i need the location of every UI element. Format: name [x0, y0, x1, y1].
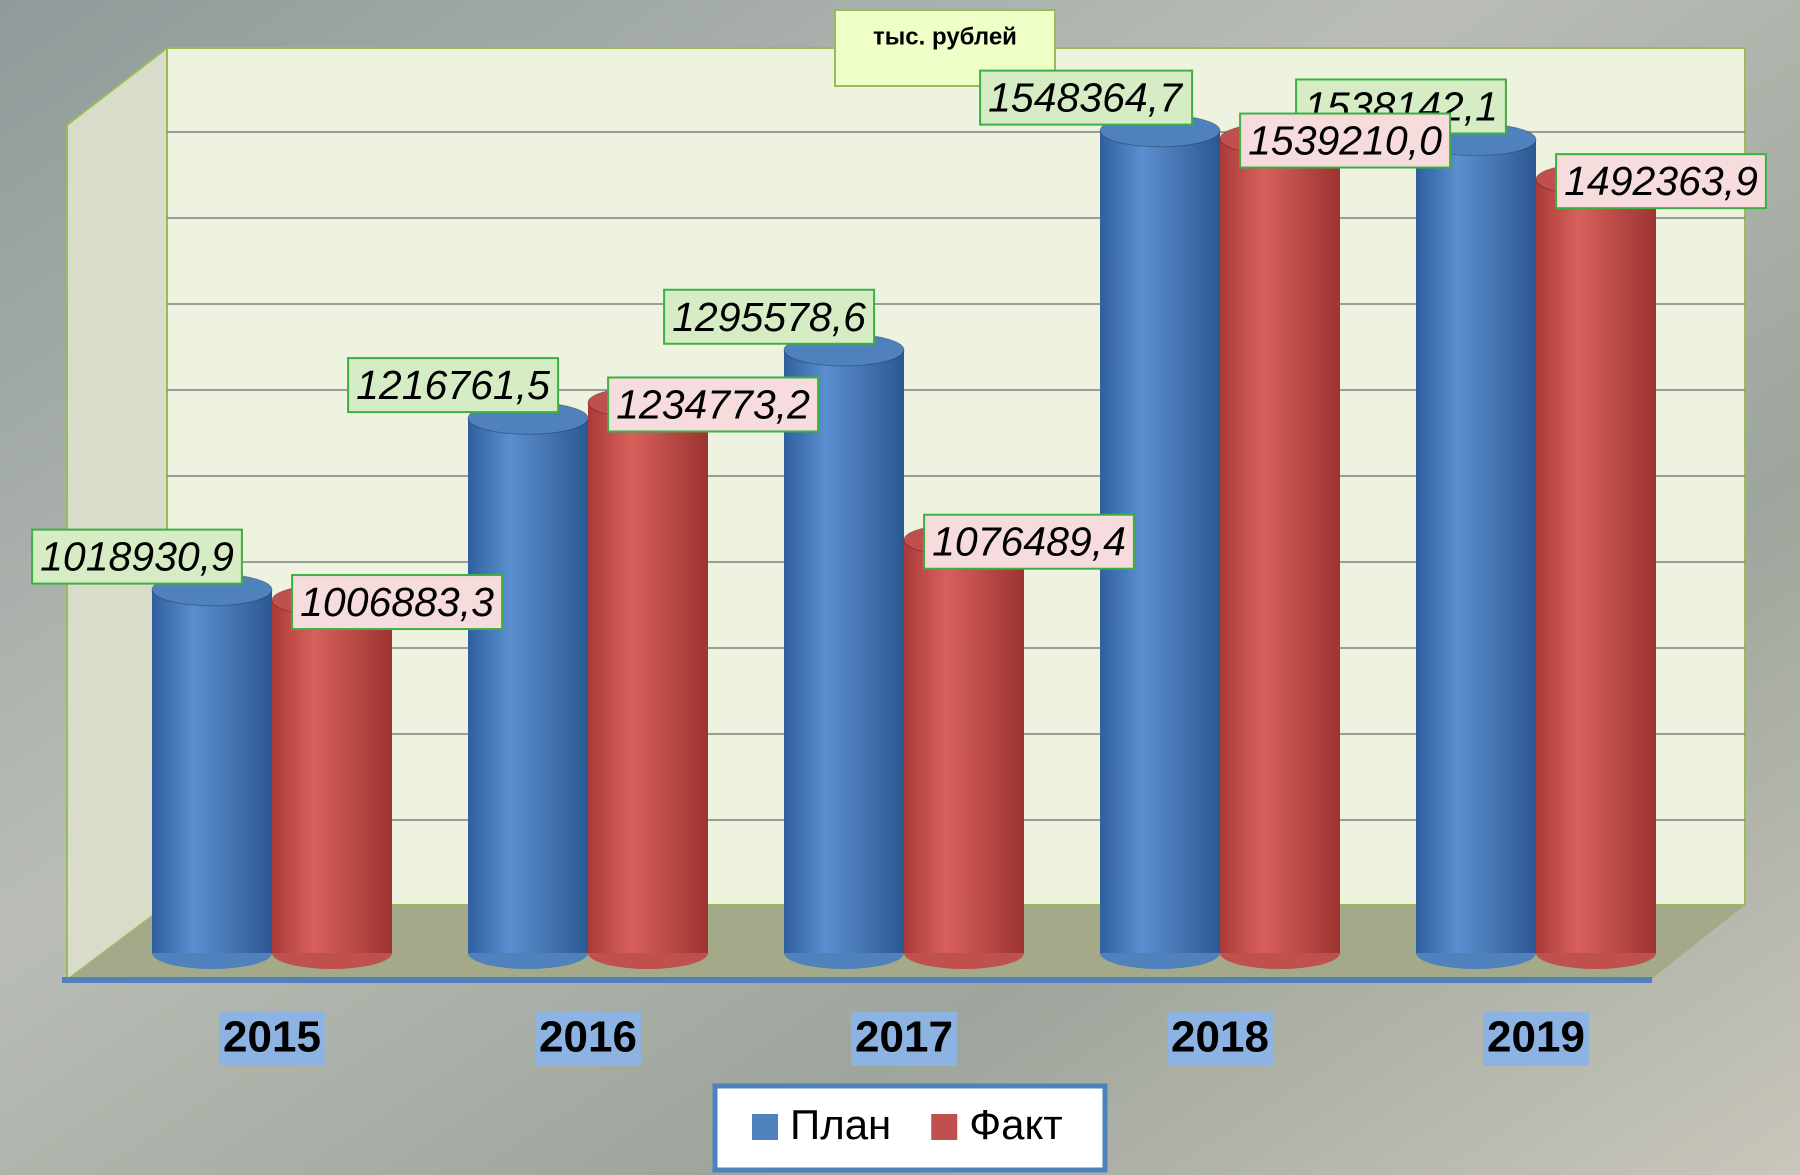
- legend-swatch: [752, 1114, 778, 1140]
- legend: [712, 1083, 1108, 1173]
- x-tick-label: 2019: [1487, 1013, 1585, 1062]
- category-label-bg: [219, 1012, 325, 1066]
- chart-title: тыс. рублей: [873, 23, 1017, 50]
- data-label-box: [291, 574, 504, 631]
- bar: [1416, 139, 1536, 953]
- data-label-box: [923, 513, 1135, 570]
- data-label: 1018930,9: [40, 534, 234, 580]
- legend-label: Факт: [969, 1101, 1062, 1148]
- data-label: 1295578,6: [672, 294, 866, 340]
- x-tick-label: 2015: [223, 1013, 321, 1062]
- bar: [468, 418, 588, 953]
- data-label: 1539210,0: [1248, 118, 1442, 164]
- bar: [272, 600, 392, 953]
- legend-label: План: [790, 1101, 891, 1148]
- data-label-box: [1239, 112, 1452, 169]
- x-tick-label: 2017: [855, 1013, 953, 1062]
- data-label: 1234773,2: [616, 381, 810, 427]
- legend-swatch: [931, 1114, 958, 1140]
- data-label-box: [979, 69, 1194, 126]
- data-label-box: [347, 357, 560, 414]
- data-label: 1076489,4: [932, 519, 1126, 565]
- bar: [588, 402, 708, 954]
- data-label: 1492363,9: [1564, 158, 1758, 204]
- data-label: 1216761,5: [356, 362, 550, 408]
- x-tick-label: 2018: [1171, 1013, 1269, 1062]
- bar: [904, 539, 1024, 953]
- category-label-bg: [851, 1012, 957, 1066]
- category-label-bg: [1167, 1012, 1273, 1066]
- data-label: 1006883,3: [300, 579, 494, 625]
- bar: [1536, 179, 1656, 953]
- data-label-box: [31, 528, 243, 585]
- data-label: 1548364,7: [988, 75, 1184, 121]
- data-label-box: [1555, 153, 1767, 210]
- bar: [1220, 138, 1340, 953]
- bar: [784, 349, 904, 953]
- data-label-box: [663, 288, 876, 345]
- bar: [152, 589, 272, 953]
- category-label-bg: [535, 1012, 641, 1066]
- category-label-bg: [1483, 1012, 1589, 1066]
- x-tick-label: 2016: [539, 1013, 637, 1062]
- data-label-box: [607, 376, 820, 433]
